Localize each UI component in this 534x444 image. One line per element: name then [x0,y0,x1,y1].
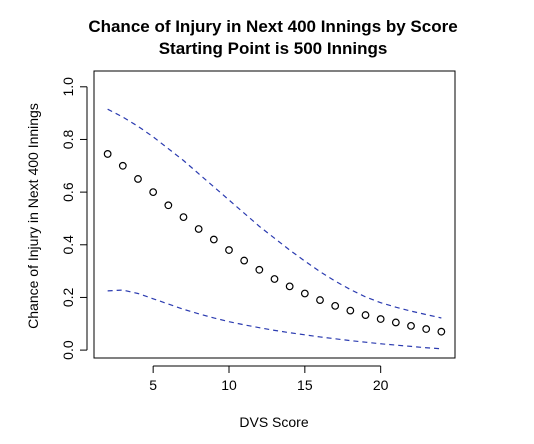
data-point [164,201,173,210]
series-layer [103,108,446,350]
chart-title: Chance of Injury in Next 400 Innings by … [88,17,457,36]
y-axis: 0.0 0.2 0.4 0.6 0.8 1.0 [60,77,88,360]
data-point [316,296,324,304]
y-tick-label: 0.0 [60,340,76,360]
y-axis-label: Chance of Injury in Next 400 Innings [25,103,41,329]
chart-subtitle: Starting Point is 500 Innings [159,39,388,58]
plot-frame [93,70,456,359]
data-point [194,225,203,233]
data-point [209,235,218,244]
data-point [300,289,309,298]
y-tick-label: 0.6 [60,182,76,202]
upper-bound-line [107,108,442,319]
data-point [361,311,370,319]
data-point [391,318,400,327]
y-tick-label: 0.8 [60,130,76,150]
data-point [376,315,385,323]
data-point [422,325,431,333]
data-point [285,282,294,291]
data-point [134,175,142,183]
data-point [103,150,112,158]
x-tick-label: 15 [297,377,313,393]
x-tick-label: 5 [149,377,157,393]
data-point [437,327,446,336]
x-axis-label: DVS Score [239,414,308,430]
y-tick-label: 1.0 [60,77,76,97]
data-point [255,265,264,274]
data-point [331,301,340,310]
y-tick-label: 0.2 [60,287,76,307]
data-point [407,321,415,330]
y-tick-label: 0.4 [60,235,76,255]
data-point [118,161,127,170]
x-tick-label: 10 [221,377,237,393]
data-point [225,246,233,254]
data-point [346,306,355,315]
data-point [270,275,279,283]
x-tick-label: 20 [373,377,389,393]
data-point [179,213,188,222]
lower-bound-line [107,289,442,350]
x-axis: 5 10 15 20 [149,365,389,393]
data-point [149,188,158,197]
data-point [240,256,249,265]
